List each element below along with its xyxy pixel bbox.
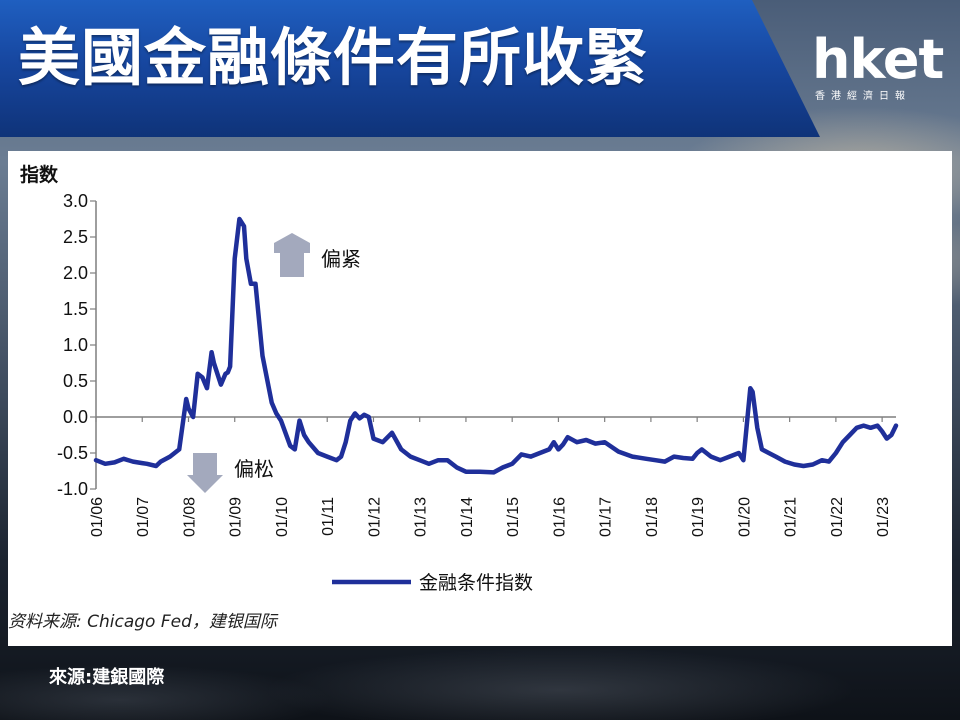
y-tick-label: 3.0 [63,191,88,211]
footer-source: 來源:建銀國際 [49,667,165,688]
x-tick-label: 01/15 [505,497,522,537]
x-tick-label: 01/17 [598,497,615,537]
y-tick-label: 1.5 [63,299,88,319]
legend-label: 金融条件指数 [419,572,533,594]
x-tick-label: 01/08 [181,497,198,537]
legend: 金融条件指数 [332,572,533,594]
x-tick-label: 01/20 [736,497,753,537]
x-axis: 01/06 01/07 01/08 01/09 01/10 01/11 01/12 01/13… [89,416,896,537]
title-banner: 美國金融條件有所收緊 [0,0,820,137]
down-arrow-stem [193,453,217,477]
x-tick-label: 01/14 [459,497,476,537]
series-line [93,216,899,475]
x-tick-label: 01/09 [228,497,245,537]
x-tick-label: 01/22 [829,497,846,537]
chart-panel: 指数 3.0 2.5 2.0 1.5 1.0 0.5 0.0 -0.5 -1.0 01/06 01… [8,151,952,646]
hket-logo: hket 香港經濟日報 [812,30,952,110]
x-tick-label: 01/12 [366,497,383,537]
y-tick-label: 1.0 [63,335,88,355]
x-tick-label: 01/07 [135,497,152,537]
chart-source-note: 资料来源: Chicago Fed，建银国际 [8,612,279,632]
loosen-label: 偏松 [234,457,274,481]
x-tick-label: 01/13 [413,497,430,537]
tighten-label: 偏紧 [321,247,361,271]
y-tick-label: 0.5 [63,371,88,391]
logo-wordmark: hket [812,28,944,91]
x-tick-label: 01/16 [551,497,568,537]
x-tick-label: 01/23 [875,497,892,537]
y-tick-label: 2.5 [63,227,88,247]
down-arrow-icon [187,475,223,493]
y-axis: 3.0 2.5 2.0 1.5 1.0 0.5 0.0 -0.5 -1.0 [57,191,97,499]
y-tick-label: -1.0 [57,479,88,499]
page-title: 美國金融條件有所收緊 [18,21,649,94]
x-tick-label: 01/10 [274,497,291,537]
y-tick-label: -0.5 [57,443,88,463]
y-tick-label: 2.0 [63,263,88,283]
logo-subtitle: 香港經濟日報 [815,91,911,102]
up-arrow-stem [280,245,304,277]
x-tick-label: 01/11 [320,497,337,536]
y-axis-title: 指数 [20,163,59,186]
x-tick-label: 01/06 [89,497,106,537]
x-tick-label: 01/21 [783,497,800,537]
series-layer [93,216,899,475]
x-tick-label: 01/19 [690,497,707,537]
line-chart: 指数 3.02.52.01.51.00.50.0-0.5-1.0 01/06 01… [8,163,899,632]
tighten-annotation: 偏紧 [274,233,361,277]
y-tick-label: 0.0 [63,407,88,427]
loosen-annotation: 偏松 [187,453,274,493]
x-tick-label: 01/18 [644,497,661,537]
